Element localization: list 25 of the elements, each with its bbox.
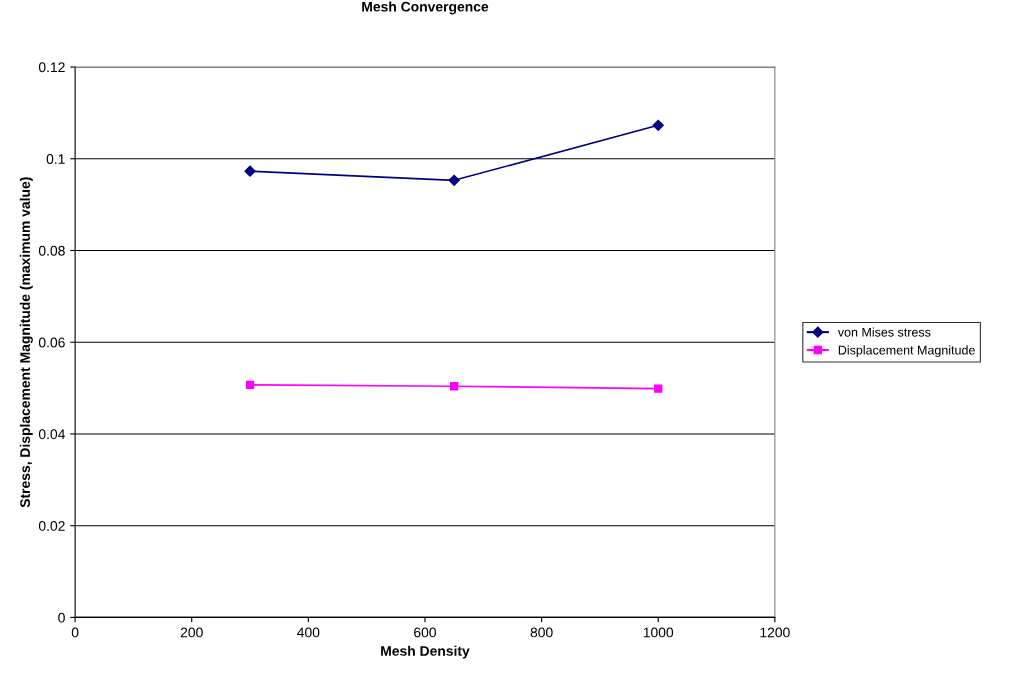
point bbox=[245, 380, 255, 390]
x-axis-title: Mesh Density bbox=[381, 645, 470, 659]
x-tick-label: 400 bbox=[297, 627, 320, 638]
y-tick-label: 0.12 bbox=[38, 62, 65, 73]
point bbox=[448, 174, 460, 186]
x-tick-label: 800 bbox=[530, 627, 553, 638]
point bbox=[449, 382, 459, 391]
legend-label: Displacement Magnitude bbox=[838, 345, 975, 357]
point bbox=[654, 384, 663, 393]
point bbox=[244, 165, 256, 177]
x-tick-label: 1000 bbox=[643, 627, 674, 638]
legend-label: von Mises stress bbox=[837, 327, 931, 337]
y-tick-label: 0.02 bbox=[38, 521, 65, 531]
x-tick-label: 200 bbox=[180, 627, 203, 638]
y-tick-label: 0 bbox=[58, 612, 65, 623]
y-tick-label: 0.04 bbox=[38, 429, 65, 440]
y-tick-label: 0.1 bbox=[46, 154, 65, 164]
x-tick-label: 600 bbox=[414, 627, 437, 638]
y-axis-title: Stress, Displacement Magnitude (maximum value) bbox=[19, 177, 33, 508]
x-tick-label: 0 bbox=[71, 627, 79, 638]
point bbox=[652, 119, 664, 131]
chart-title: Mesh Convergence bbox=[362, 1, 489, 15]
x-tick-label: 1200 bbox=[760, 627, 790, 638]
y-tick-label: 0.06 bbox=[38, 337, 65, 348]
y-tick-label: 0.08 bbox=[38, 245, 65, 256]
